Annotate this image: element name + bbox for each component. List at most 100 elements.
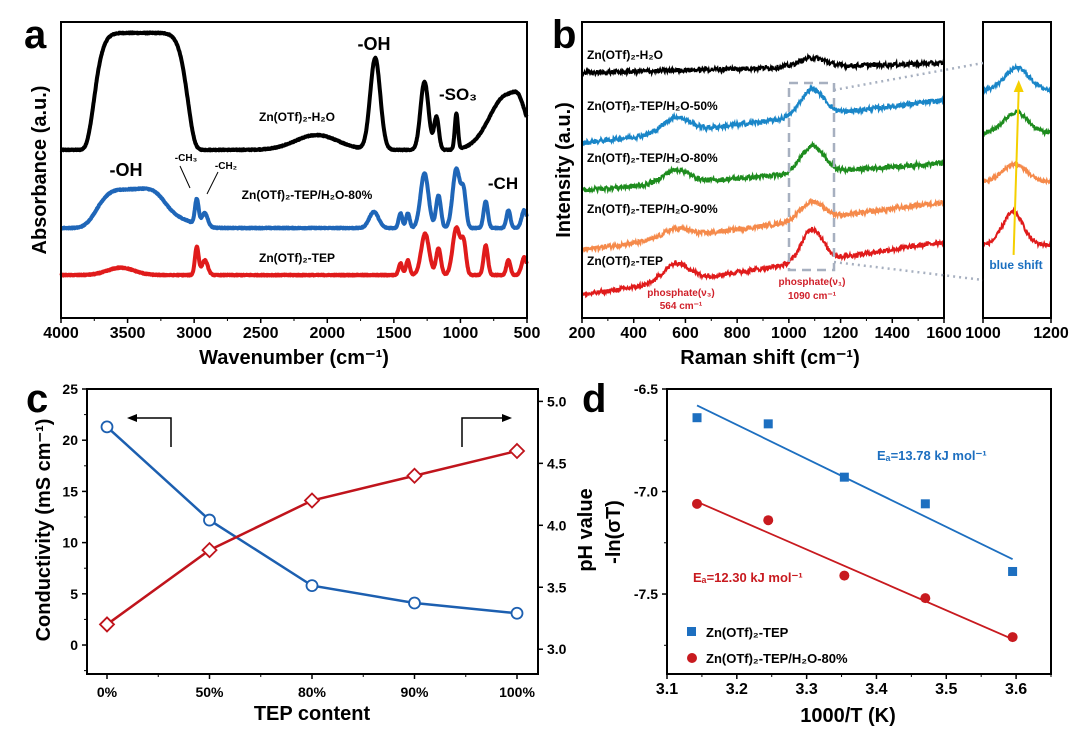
- panel-a-xlabel: Wavenumber (cm⁻¹): [199, 347, 389, 369]
- raman-series-line-1: [581, 83, 945, 147]
- y2-tick-label: 5.0: [547, 393, 567, 409]
- panel-d-plot-area: 3.1 3.2 3.3 3.4 3.5 3.6 -6.5 -7.0 -7.5: [634, 381, 1052, 698]
- panel-b-plot-area: 200 400 600 800 1000 1200 1400 1600 1000 1200: [569, 52, 1069, 342]
- x-tick-label: 1600: [926, 325, 962, 342]
- x-tick-label: 1200: [1033, 325, 1069, 342]
- panel-a-plot-area: 4000 3500 3000 2500 2000 1500 1000 500: [43, 30, 541, 342]
- x-tick-label: 600: [672, 325, 699, 342]
- x-tick-label: 1000: [771, 325, 807, 342]
- x-tick-label: 3.3: [796, 681, 818, 698]
- fit-line-0: [696, 404, 1013, 560]
- data-point-circle: [763, 515, 774, 526]
- ph-point: [98, 616, 116, 633]
- y-tick-label: 5: [70, 586, 78, 602]
- panel-a-series-label: Zn(OTf)₂-TEP: [259, 251, 335, 265]
- conductivity-point: [100, 420, 114, 434]
- panel-a-ftir: a 4000 3500 3000 2500 2000 1500 1000 500 Wavenu…: [24, 13, 540, 369]
- annotation-oh-top: -OH: [358, 34, 391, 54]
- conductivity-point: [203, 513, 216, 527]
- annotation-nu3-label: phosphate(ν₃): [647, 288, 714, 299]
- panel-a-frame: [60, 21, 528, 319]
- x-tick-label: 100%: [499, 684, 535, 700]
- x-tick-label: 1200: [823, 325, 859, 342]
- panel-c-conductivity-ph: c 0 5 10 15 20 25 3.0 3.5 4.0 4.5 5.0 0% 50% 80% 90% 10…: [26, 377, 597, 725]
- conductivity-point: [305, 579, 319, 593]
- left-axis-arrow: [131, 417, 172, 447]
- y2-tick-label: 3.5: [547, 579, 567, 595]
- x-tick-label: 3.2: [726, 681, 748, 698]
- ch3-leader-line: [179, 165, 191, 189]
- annotation-ch3: -CH₃: [175, 153, 198, 164]
- panel-d-frame: [666, 388, 1052, 675]
- panel-c-y2label: pH value: [575, 488, 597, 571]
- x-tick-label: 4000: [43, 325, 79, 342]
- blue-shift-arrow-head: [1013, 80, 1024, 93]
- panel-a-ylabel: Absorbance (a.u.): [29, 86, 51, 255]
- ftir-series-line-0: [59, 30, 529, 153]
- y-tick-label: 0: [70, 637, 78, 653]
- annotation-ch2: -CH₂: [215, 161, 237, 172]
- data-point-circle: [692, 498, 703, 509]
- raman-series-line-3: [581, 197, 945, 255]
- x-tick-label: 3.4: [865, 681, 887, 698]
- fit-line-1: [696, 500, 1013, 640]
- legend-label-tep: Zn(OTf)₂-TEP: [706, 625, 789, 640]
- y-tick-label: 20: [62, 432, 78, 448]
- panel-b-series-label: Zn(OTf)₂-TEP/H₂O-50%: [587, 99, 718, 113]
- panel-label-a: a: [24, 13, 47, 57]
- y-tick-label: -7.0: [634, 484, 658, 500]
- panel-c-frame: [86, 388, 539, 675]
- panel-c-xlabel: TEP content: [254, 703, 371, 725]
- panel-c-ylabel: Conductivity (mS cm⁻¹): [33, 419, 55, 642]
- x-tick-label: 0%: [97, 684, 118, 700]
- panel-b-frame: [581, 21, 945, 319]
- panel-b-raman: b 200 400 600 800 1000 1200 1400 1600 1000 1200 R…: [552, 13, 1069, 369]
- x-tick-label: 3.5: [935, 681, 957, 698]
- x-tick-label: 2500: [243, 325, 279, 342]
- panel-b-series-label: Zn(OTf)₂-TEP: [587, 254, 663, 268]
- panel-a-series-label: Zn(OTf)₂-TEP/H₂O-80%: [242, 188, 373, 202]
- y-tick-label: -6.5: [634, 381, 658, 397]
- x-tick-label: 3500: [110, 325, 146, 342]
- data-point-circle: [839, 570, 850, 581]
- y-tick-label: -7.5: [634, 586, 658, 602]
- left-arrow-head: [127, 414, 137, 422]
- ch2-leader-line: [206, 171, 219, 195]
- ph-point: [303, 492, 321, 509]
- inset-series-line-0: [982, 62, 1052, 95]
- ph-point: [508, 442, 526, 460]
- zoom-connector-bottom: [833, 260, 984, 282]
- data-point-square: [1008, 566, 1018, 576]
- panel-b-series-label: Zn(OTf)₂-H₂O: [587, 48, 663, 62]
- ftir-series-line-1: [59, 166, 529, 231]
- x-tick-label: 200: [569, 325, 596, 342]
- x-tick-label: 50%: [195, 684, 224, 700]
- annotation-nu1-value: 1090 cm⁻¹: [788, 291, 837, 302]
- zoom-region-box: [787, 81, 836, 272]
- inset-series-line-3: [982, 206, 1052, 250]
- x-tick-label: 1000: [965, 325, 1001, 342]
- inset-series-line-1: [982, 108, 1052, 138]
- x-tick-label: 80%: [298, 684, 327, 700]
- y-tick-label: 25: [62, 381, 78, 397]
- y-tick-label: 15: [62, 483, 78, 499]
- ftir-series-line-2: [59, 225, 529, 278]
- x-tick-label: 1500: [376, 325, 412, 342]
- data-point-square: [763, 419, 773, 429]
- annotation-nu1-label: phosphate(ν₁): [779, 277, 846, 288]
- x-tick-label: 2000: [309, 325, 345, 342]
- x-tick-label: 500: [514, 325, 541, 342]
- data-point-square: [692, 413, 702, 423]
- legend-label-tep-h2o: Zn(OTf)₂-TEP/H₂O-80%: [706, 651, 848, 666]
- legend-circle-marker: [687, 653, 697, 663]
- panel-d-arrhenius: d 3.1 3.2 3.3 3.4 3.5 3.6 -6.5 -7.0 -7.5 1000/T …: [582, 377, 1052, 727]
- zoom-connector-top: [833, 61, 984, 92]
- x-tick-label: 800: [724, 325, 751, 342]
- panel-b-series-label: Zn(OTf)₂-TEP/H₂O-90%: [587, 202, 718, 216]
- panel-label-d: d: [582, 377, 606, 421]
- blue-fit-annotation: Eₐ=13.78 kJ mol⁻¹: [877, 448, 987, 463]
- panel-label-b: b: [552, 13, 576, 57]
- annotation-so3: -SO₃: [439, 85, 477, 104]
- data-point-circle: [920, 593, 931, 604]
